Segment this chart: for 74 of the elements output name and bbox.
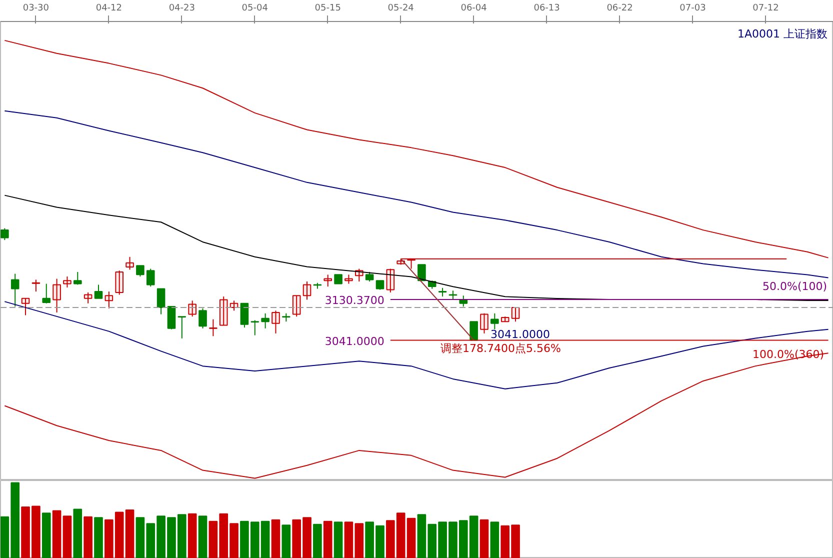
candlestick — [0, 228, 9, 241]
candlestick — [10, 273, 20, 308]
candlestick — [146, 268, 155, 288]
line-series — [4, 110, 829, 278]
candlestick — [84, 292, 92, 304]
x-tick-label: 05-24 — [388, 4, 414, 14]
candlestick — [198, 308, 207, 329]
bar — [198, 516, 208, 558]
candlestick — [178, 316, 186, 339]
x-tick-label: 03-30 — [22, 4, 50, 14]
x-tick-label: 06-04 — [460, 4, 488, 14]
annotation: 100.0%(360) — [752, 348, 824, 361]
candlestick — [490, 312, 499, 330]
y-tick-label: 3130.3700 — [324, 294, 384, 308]
candlestick — [480, 312, 488, 334]
candlestick — [292, 295, 301, 318]
candlestick — [156, 288, 166, 315]
x-tick-label: 07-12 — [752, 4, 779, 14]
candlestick — [136, 265, 144, 277]
x-tick-label: 04-12 — [96, 4, 122, 14]
bar — [94, 517, 103, 558]
candlestick — [365, 271, 374, 282]
bar — [188, 513, 197, 558]
bar — [490, 522, 500, 558]
candlestick — [240, 302, 249, 328]
annotation: 50.0%(100) — [762, 280, 828, 293]
candlestick — [418, 264, 426, 282]
candlestick — [272, 310, 280, 334]
line-series — [4, 40, 829, 258]
x-tick-label: 06-13 — [534, 4, 560, 14]
bar — [334, 522, 343, 558]
x-tick-label: 07-03 — [680, 4, 706, 14]
candlestick — [334, 274, 342, 284]
candlestick — [324, 274, 332, 288]
bar — [271, 519, 280, 558]
text: 1A0001 上证指数 — [737, 28, 828, 40]
bar — [52, 510, 62, 558]
x-tick-label: 04-23 — [168, 4, 195, 14]
candlestick — [126, 256, 134, 270]
bar — [62, 516, 72, 558]
candlestick — [209, 318, 218, 337]
candlestick — [386, 268, 395, 293]
bar — [84, 516, 92, 558]
bar — [42, 512, 51, 558]
candlestick — [115, 270, 124, 296]
candlestick — [21, 298, 30, 316]
candlestick — [42, 283, 51, 304]
x-tick-label: 05-04 — [242, 4, 268, 14]
candlestick — [32, 279, 40, 292]
candlestick — [250, 320, 260, 336]
candlestick — [344, 274, 353, 284]
candlestick — [167, 306, 176, 330]
candlestick — [63, 276, 72, 288]
candlestick — [94, 284, 103, 299]
candlestick — [500, 316, 510, 322]
x-tick-label: 05-15 — [314, 4, 341, 14]
candlestick — [219, 296, 228, 326]
bar — [282, 524, 291, 558]
candlestick — [52, 278, 61, 313]
bar — [323, 520, 332, 558]
candlestick — [104, 291, 114, 309]
candlestick — [188, 300, 196, 318]
candlestick — [74, 271, 82, 286]
bar — [73, 508, 82, 558]
bar — [480, 519, 489, 558]
bar — [313, 524, 322, 558]
candlestick — [261, 312, 270, 329]
candlestick — [511, 306, 520, 322]
candlestick — [470, 321, 478, 341]
candlestick — [448, 290, 458, 300]
annotation: 3041.0000 — [490, 328, 550, 341]
x-tick-label: 06-22 — [606, 4, 633, 14]
candlestick — [302, 281, 312, 300]
annotation: 调整178.7400点5.56% — [440, 342, 561, 355]
